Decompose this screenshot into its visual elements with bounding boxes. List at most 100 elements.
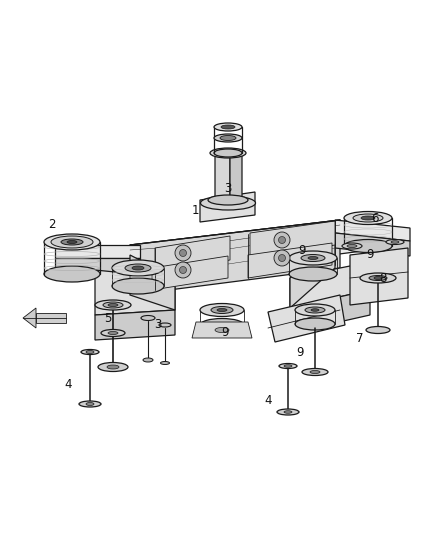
Ellipse shape <box>211 306 233 313</box>
Ellipse shape <box>214 123 242 131</box>
Text: 8: 8 <box>379 271 387 285</box>
Text: 3: 3 <box>154 319 162 332</box>
Ellipse shape <box>361 216 375 220</box>
Text: 9: 9 <box>298 244 306 256</box>
Ellipse shape <box>360 273 396 283</box>
Polygon shape <box>215 153 230 202</box>
Ellipse shape <box>215 327 229 333</box>
Ellipse shape <box>366 327 390 334</box>
Text: 2: 2 <box>48 219 56 231</box>
Ellipse shape <box>353 214 383 222</box>
Polygon shape <box>95 310 175 340</box>
Polygon shape <box>130 255 175 310</box>
Text: 4: 4 <box>64 378 72 392</box>
Ellipse shape <box>86 402 94 406</box>
Ellipse shape <box>347 245 357 247</box>
Ellipse shape <box>295 318 335 330</box>
Ellipse shape <box>289 267 337 281</box>
Ellipse shape <box>112 278 164 294</box>
Ellipse shape <box>200 303 244 317</box>
Polygon shape <box>192 322 252 338</box>
Polygon shape <box>290 290 370 333</box>
Ellipse shape <box>61 239 83 245</box>
Ellipse shape <box>67 240 77 244</box>
Circle shape <box>180 249 187 256</box>
Ellipse shape <box>277 409 299 415</box>
Ellipse shape <box>125 264 151 272</box>
Polygon shape <box>152 256 228 290</box>
Text: 9: 9 <box>221 326 229 338</box>
Polygon shape <box>155 236 230 272</box>
Polygon shape <box>55 258 140 272</box>
Polygon shape <box>268 295 345 342</box>
Circle shape <box>180 266 187 273</box>
Polygon shape <box>250 221 335 258</box>
Polygon shape <box>290 243 335 308</box>
Ellipse shape <box>374 277 382 279</box>
Ellipse shape <box>342 243 362 249</box>
Ellipse shape <box>112 260 164 276</box>
Ellipse shape <box>220 135 236 141</box>
Ellipse shape <box>101 329 125 336</box>
Polygon shape <box>95 270 175 315</box>
Ellipse shape <box>95 300 131 310</box>
Ellipse shape <box>369 276 387 280</box>
Ellipse shape <box>208 195 248 205</box>
Ellipse shape <box>81 350 99 354</box>
Text: 5: 5 <box>104 311 112 325</box>
Ellipse shape <box>311 309 319 311</box>
Ellipse shape <box>221 125 235 129</box>
Ellipse shape <box>305 307 325 313</box>
Text: 9: 9 <box>366 248 374 262</box>
Ellipse shape <box>103 302 123 308</box>
Ellipse shape <box>107 365 119 369</box>
Ellipse shape <box>386 239 404 245</box>
Ellipse shape <box>201 196 255 210</box>
Polygon shape <box>130 220 370 278</box>
Polygon shape <box>290 262 370 308</box>
Ellipse shape <box>141 316 155 320</box>
Ellipse shape <box>279 364 297 368</box>
Polygon shape <box>23 308 36 328</box>
Ellipse shape <box>217 309 227 311</box>
Ellipse shape <box>108 332 118 335</box>
Ellipse shape <box>310 370 320 374</box>
Ellipse shape <box>44 234 100 250</box>
Circle shape <box>279 237 286 244</box>
Polygon shape <box>55 245 140 258</box>
Ellipse shape <box>284 411 292 413</box>
Circle shape <box>274 232 290 248</box>
Ellipse shape <box>301 254 325 262</box>
Polygon shape <box>350 248 408 305</box>
Ellipse shape <box>160 361 170 365</box>
Ellipse shape <box>159 323 171 327</box>
Ellipse shape <box>289 251 337 265</box>
Ellipse shape <box>344 212 392 224</box>
Text: 3: 3 <box>224 182 232 195</box>
Polygon shape <box>248 243 332 278</box>
Polygon shape <box>335 233 410 256</box>
Polygon shape <box>130 220 340 295</box>
Text: 7: 7 <box>356 332 364 344</box>
Text: 4: 4 <box>264 393 272 407</box>
Circle shape <box>279 254 286 262</box>
Polygon shape <box>36 313 66 323</box>
Ellipse shape <box>143 358 153 362</box>
Ellipse shape <box>200 319 244 332</box>
Ellipse shape <box>295 304 335 316</box>
Circle shape <box>175 245 191 261</box>
Circle shape <box>175 262 191 278</box>
Polygon shape <box>335 220 410 241</box>
Ellipse shape <box>210 148 246 158</box>
Ellipse shape <box>108 303 118 306</box>
Ellipse shape <box>44 266 100 282</box>
Ellipse shape <box>86 351 94 353</box>
Ellipse shape <box>391 241 399 243</box>
Circle shape <box>274 250 290 266</box>
Ellipse shape <box>284 365 292 367</box>
Text: 9: 9 <box>296 345 304 359</box>
Polygon shape <box>230 152 242 200</box>
Ellipse shape <box>51 236 93 248</box>
Polygon shape <box>200 192 255 222</box>
Ellipse shape <box>302 368 328 376</box>
